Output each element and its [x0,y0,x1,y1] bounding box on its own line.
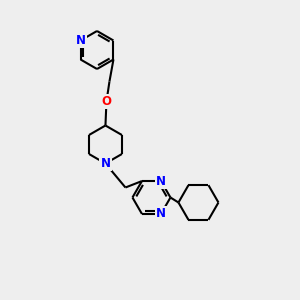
Text: N: N [156,208,166,220]
Text: O: O [101,95,112,108]
Text: N: N [156,175,166,188]
Text: N: N [76,34,85,47]
Text: N: N [100,157,110,170]
